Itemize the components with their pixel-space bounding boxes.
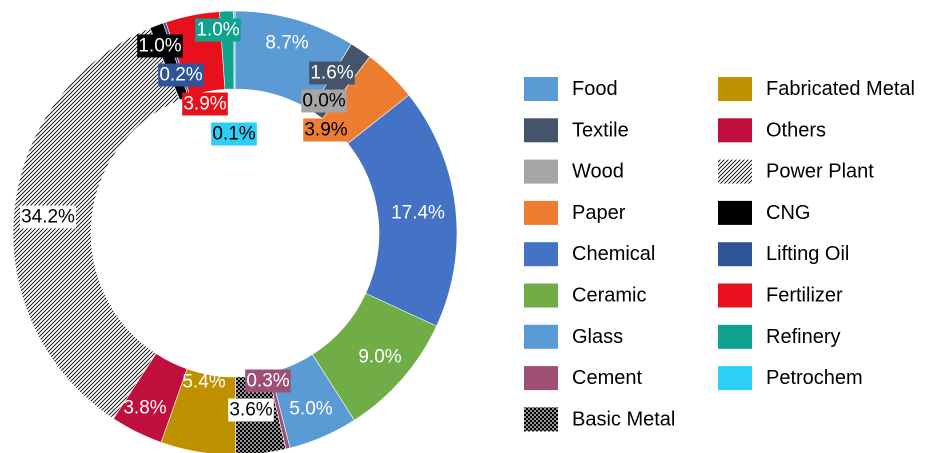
legend-label: Others bbox=[766, 119, 826, 141]
data-label-basic-metal: 3.6% bbox=[228, 398, 274, 422]
data-label-others: 3.8% bbox=[123, 398, 166, 419]
legend-item-paper: Paper bbox=[524, 200, 626, 225]
legend-swatch bbox=[718, 200, 752, 225]
data-label-ceramic: 9.0% bbox=[358, 347, 401, 368]
legend-label: Fabricated Metal bbox=[766, 78, 915, 100]
legend-item-cng: CNG bbox=[718, 200, 810, 225]
legend-item-fertilizer: Fertilizer bbox=[718, 283, 843, 308]
legend-label: Wood bbox=[572, 161, 624, 183]
legend-item-cement: Cement bbox=[524, 366, 642, 391]
legend-label: Ceramic bbox=[572, 285, 646, 307]
legend-label: Basic Metal bbox=[572, 408, 675, 430]
legend-swatch bbox=[718, 77, 752, 101]
data-labels: 8.7%1.6% 0.0% 3.9% 17.4% 9.0% 5.0%0.3% 3.6%5.4… bbox=[20, 18, 445, 422]
svg-text:5.0%: 5.0% bbox=[289, 399, 332, 420]
legend-swatch bbox=[718, 242, 752, 267]
svg-text:1.0%: 1.0% bbox=[138, 36, 181, 57]
legend-item-food: Food bbox=[524, 77, 618, 101]
legend-swatch bbox=[524, 159, 558, 184]
donut-slices bbox=[12, 10, 458, 453]
legend-label: Lifting Oil bbox=[766, 243, 849, 265]
svg-text:0.2%: 0.2% bbox=[159, 65, 202, 86]
legend-item-ceramic: Ceramic bbox=[524, 283, 646, 308]
data-label-power-plant: 34.2% bbox=[20, 205, 76, 229]
legend-swatch bbox=[718, 118, 752, 143]
svg-text:9.0%: 9.0% bbox=[358, 347, 401, 368]
legend-label: Textile bbox=[572, 119, 629, 141]
legend-item-refinery: Refinery bbox=[718, 324, 840, 349]
data-label-food: 8.7% bbox=[265, 33, 308, 54]
svg-text:8.7%: 8.7% bbox=[265, 33, 308, 54]
legend-swatch bbox=[718, 159, 752, 184]
legend-label: Fertilizer bbox=[766, 285, 843, 307]
data-label-refinery: 1.0% bbox=[195, 18, 241, 42]
legend-item-petrochem: Petrochem bbox=[718, 366, 863, 391]
legend-item-chemical: Chemical bbox=[524, 242, 655, 267]
legend-item-power-plant: Power Plant bbox=[718, 159, 874, 184]
svg-text:5.4%: 5.4% bbox=[182, 372, 225, 393]
data-label-cement: 0.3% bbox=[245, 369, 291, 393]
legend-label: Chemical bbox=[572, 243, 655, 265]
svg-text:34.2%: 34.2% bbox=[21, 207, 75, 228]
svg-text:3.8%: 3.8% bbox=[123, 398, 166, 419]
legend-swatch bbox=[524, 118, 558, 143]
svg-text:0.3%: 0.3% bbox=[246, 371, 289, 392]
legend-item-textile: Textile bbox=[524, 118, 629, 143]
data-label-petrochem: 0.1% bbox=[211, 122, 257, 146]
data-label-chemical: 17.4% bbox=[391, 203, 445, 224]
data-label-textile: 1.6% bbox=[309, 61, 355, 85]
legend-swatch bbox=[524, 200, 558, 225]
legend-label: CNG bbox=[766, 202, 810, 224]
data-label-cng: 1.0% bbox=[137, 34, 183, 58]
legend-swatch bbox=[524, 242, 558, 267]
data-label-paper: 3.9% bbox=[303, 118, 349, 142]
legend-label: Power Plant bbox=[766, 161, 874, 183]
svg-text:3.9%: 3.9% bbox=[304, 120, 347, 141]
legend-swatch bbox=[524, 77, 558, 101]
slice-power-plant bbox=[12, 27, 181, 420]
svg-text:3.6%: 3.6% bbox=[229, 400, 272, 421]
data-label-fertilizer: 3.9% bbox=[182, 92, 228, 116]
legend-swatch bbox=[718, 324, 752, 349]
svg-text:0.1%: 0.1% bbox=[212, 124, 255, 145]
data-label-fabricated-metal: 5.4% bbox=[182, 372, 225, 393]
legend-label: Glass bbox=[572, 326, 623, 348]
legend-item-lifting-oil: Lifting Oil bbox=[718, 242, 849, 267]
legend-swatch bbox=[718, 283, 752, 308]
legend-label: Food bbox=[572, 78, 618, 100]
legend-item-basic-metal: Basic Metal bbox=[524, 407, 675, 432]
legend-label: Petrochem bbox=[766, 367, 863, 389]
legend-swatch bbox=[524, 407, 558, 432]
svg-text:17.4%: 17.4% bbox=[391, 203, 445, 224]
legend-swatch bbox=[718, 366, 752, 391]
svg-text:1.0%: 1.0% bbox=[196, 20, 239, 41]
legend-swatch bbox=[524, 366, 558, 391]
legend-swatch bbox=[524, 324, 558, 349]
legend-item-wood: Wood bbox=[524, 159, 624, 184]
legend-item-others: Others bbox=[718, 118, 826, 143]
legend-item-fabricated-metal: Fabricated Metal bbox=[718, 77, 915, 101]
legend-label: Paper bbox=[572, 202, 626, 224]
legend-label: Cement bbox=[572, 367, 642, 389]
legend-swatch bbox=[524, 283, 558, 308]
svg-text:0.0%: 0.0% bbox=[302, 91, 345, 112]
data-label-wood: 0.0% bbox=[301, 89, 347, 113]
svg-text:3.9%: 3.9% bbox=[183, 94, 226, 115]
legend: Food Textile Wood Paper Chemical Ceramic Glass… bbox=[524, 77, 915, 432]
svg-text:1.6%: 1.6% bbox=[310, 63, 353, 84]
data-label-glass: 5.0% bbox=[288, 397, 334, 421]
legend-label: Refinery bbox=[766, 326, 840, 348]
data-label-lifting-oil: 0.2% bbox=[158, 63, 204, 87]
legend-item-glass: Glass bbox=[524, 324, 623, 349]
